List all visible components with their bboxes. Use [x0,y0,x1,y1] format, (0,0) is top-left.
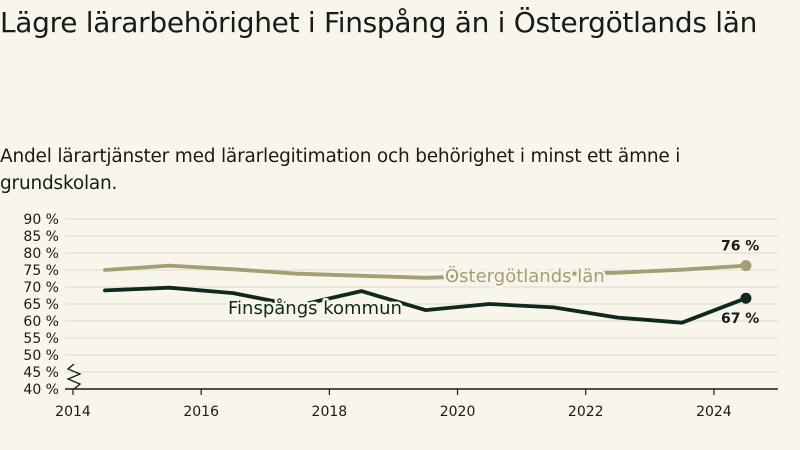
x-tick-label: 2020 [440,404,476,420]
x-tick-label: 2022 [568,404,604,420]
x-tick-label: 2018 [312,404,348,420]
y-tick-label: 55 % [23,331,59,347]
series-end-marker [740,260,752,272]
x-tick-label: 2016 [183,404,219,420]
chart-subtitle: Andel lärartjänster med lärarlegitimatio… [0,146,681,194]
y-tick-label: 60 % [23,314,59,330]
series-label-halo: Östergötlands län [445,265,605,287]
x-tick-label: 2014 [55,404,91,420]
chart-title: Lägre lärarbehörighet i Finspång än i Ös… [0,6,758,39]
series-line-ostergotland [103,263,748,280]
end-value-label: 67 % [721,311,759,327]
y-tick-label: 65 % [23,297,59,313]
y-tick-label: 90 % [23,212,59,228]
y-tick-label: 80 % [23,246,59,262]
series-label: Östergötlands län [445,265,605,287]
y-tick-label: 50 % [23,348,59,364]
y-tick-label: 75 % [23,263,59,279]
series-end-marker [740,292,752,304]
series-label-halo: Finspångs kommun [228,298,402,319]
y-tick-label: 45 % [23,365,59,381]
series-line-finspang [103,285,748,325]
series-label: Finspångs kommun [228,298,402,319]
y-tick-label: 85 % [23,229,59,245]
axis-break-icon [66,363,82,390]
y-tick-label: 70 % [23,280,59,296]
end-value-label: 76 % [721,239,759,255]
x-tick-label: 2024 [696,404,732,420]
y-tick-label: 40 % [23,382,59,398]
